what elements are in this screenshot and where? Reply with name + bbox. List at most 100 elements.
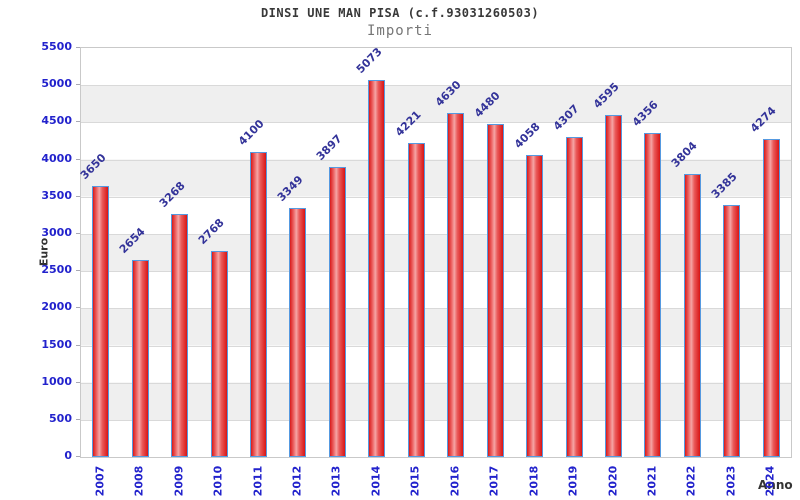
y-tick-label: 4000 — [41, 151, 72, 165]
gridline — [81, 233, 791, 235]
y-tick-mark — [76, 84, 80, 86]
chart-title: DINSI UNE MAN PISA (c.f.93031260503) — [260, 6, 540, 20]
x-tick-label: 2024 — [763, 462, 777, 500]
x-tick-label-text: 2022 — [684, 465, 698, 497]
x-tick-label-text: 2024 — [763, 465, 777, 497]
y-tick-mark — [76, 158, 80, 160]
x-tick-label: 2018 — [527, 462, 541, 500]
x-tick-label: 2012 — [290, 462, 304, 500]
x-tick-label-text: 2018 — [527, 465, 541, 497]
x-tick-label: 2013 — [329, 462, 343, 500]
gridline — [81, 308, 791, 310]
bar-value-label: 4307 — [550, 101, 582, 133]
gridline — [81, 159, 791, 161]
y-tick-mark — [76, 344, 80, 346]
y-tick-mark — [76, 456, 80, 457]
bar — [526, 155, 544, 457]
y-tick-mark — [76, 418, 80, 420]
bar-value-label: 4480 — [471, 89, 503, 120]
bar-value-label: 5073 — [353, 44, 385, 76]
y-tick-label: 4500 — [41, 114, 72, 128]
x-tick-label: 2014 — [369, 462, 383, 500]
y-tick-label: 5500 — [41, 40, 72, 53]
x-tick-label: 2016 — [448, 462, 462, 500]
x-tick-label-text: 2007 — [93, 465, 107, 497]
y-tick-label: 500 — [49, 411, 72, 425]
bar-value-label: 3804 — [669, 139, 701, 171]
bar-value-label: 3268 — [156, 179, 188, 210]
y-tick-label: 2500 — [41, 263, 72, 277]
x-tick-label-text: 2014 — [369, 465, 383, 497]
y-tick-mark — [76, 270, 80, 272]
y-tick-label: 3000 — [41, 225, 72, 239]
x-tick-label: 2022 — [684, 462, 698, 500]
x-tick-label: 2010 — [211, 462, 225, 500]
x-tick-label-text: 2020 — [606, 465, 619, 497]
x-tick-label: 2015 — [408, 462, 422, 500]
gridline — [81, 382, 791, 384]
y-tick-mark — [76, 195, 80, 197]
y-tick-label: 3500 — [41, 188, 72, 202]
y-tick-mark — [76, 381, 80, 383]
plot-area: 3650 2654 3268 2768 4100 3349 3897 5073 4221 4630… — [77, 44, 792, 458]
gridline — [81, 345, 791, 347]
bar — [250, 152, 267, 457]
bar — [644, 133, 662, 457]
y-tick-label: 2000 — [41, 300, 72, 314]
y-tick-mark — [76, 307, 80, 309]
x-tick-label: 2017 — [487, 462, 501, 500]
bar-value-label: 4058 — [511, 120, 543, 152]
y-tick-mark — [76, 121, 80, 123]
chart-subtitle: Importi — [366, 23, 433, 39]
bar-value-label: 2654 — [116, 224, 148, 256]
y-tick-label: 0 — [64, 449, 72, 462]
x-tick-label-text: 2011 — [251, 465, 264, 497]
x-tick-label-text: 2015 — [408, 465, 422, 497]
bar-value-label: 4274 — [748, 104, 779, 136]
gridline — [81, 122, 791, 124]
x-tick-label-text: 2009 — [172, 465, 186, 497]
gridline — [81, 419, 791, 421]
bar — [289, 208, 307, 457]
x-tick-label-text: 2010 — [211, 465, 225, 497]
x-tick-label-text: 2017 — [487, 465, 501, 497]
bar-value-label: 4221 — [393, 108, 424, 140]
bar — [368, 79, 386, 457]
gridline — [81, 85, 791, 87]
bar — [723, 205, 741, 457]
bar-value-label: 2768 — [195, 216, 227, 248]
bar — [171, 214, 189, 457]
bar — [131, 259, 149, 457]
x-tick-label-text: 2023 — [724, 465, 738, 497]
bar — [92, 185, 110, 457]
bar-value-label: 4356 — [629, 98, 661, 130]
x-tick-label-text: 2019 — [566, 465, 580, 497]
y-tick-mark — [76, 47, 80, 48]
gridline — [81, 196, 791, 198]
x-tick-label-text: 2016 — [448, 465, 462, 497]
y-tick-mark — [76, 232, 80, 234]
bar — [210, 251, 228, 457]
bar — [447, 112, 465, 457]
bar-value-label: 3349 — [274, 173, 306, 204]
bar — [683, 174, 701, 457]
bar — [762, 139, 780, 457]
x-tick-label-text: 2021 — [645, 465, 659, 497]
x-tick-label: 2023 — [724, 462, 738, 500]
x-tick-label-text: 2008 — [132, 465, 146, 497]
y-tick-label: 1500 — [41, 337, 72, 351]
x-tick-label: 2008 — [132, 462, 146, 500]
bar-value-label: 3650 — [77, 150, 109, 182]
bar — [565, 136, 583, 457]
bar — [328, 167, 346, 457]
x-tick-label: 2020 — [606, 462, 620, 500]
x-tick-label: 2011 — [251, 462, 265, 500]
bar — [486, 123, 504, 457]
bar — [605, 115, 622, 457]
x-tick-label-text: 2013 — [329, 465, 343, 497]
bar-value-label: 4630 — [432, 77, 464, 109]
x-tick-label: 2007 — [93, 462, 107, 500]
x-tick-label: 2021 — [645, 462, 659, 500]
gridline — [81, 271, 791, 273]
